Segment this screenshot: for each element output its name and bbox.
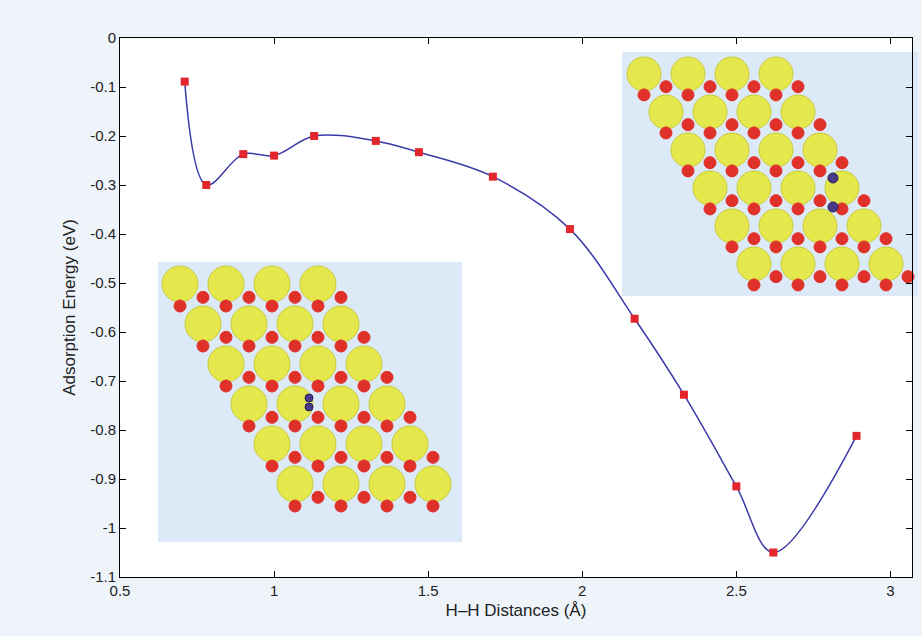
svg-text:-1.1: -1.1 — [90, 568, 116, 585]
svg-text:0: 0 — [108, 29, 116, 46]
svg-text:3: 3 — [886, 582, 894, 599]
svg-text:2.5: 2.5 — [726, 582, 747, 599]
svg-text:-0.3: -0.3 — [90, 176, 116, 193]
svg-text:Adsorption Energy (eV): Adsorption Energy (eV) — [60, 219, 79, 396]
svg-text:-0.4: -0.4 — [90, 225, 116, 242]
svg-text:-1: -1 — [103, 519, 116, 536]
svg-text:-0.9: -0.9 — [90, 470, 116, 487]
svg-text:0.5: 0.5 — [110, 582, 131, 599]
svg-text:1.5: 1.5 — [418, 582, 439, 599]
svg-text:1: 1 — [270, 582, 278, 599]
svg-text:-0.8: -0.8 — [90, 421, 116, 438]
svg-text:-0.5: -0.5 — [90, 274, 116, 291]
svg-text:2: 2 — [578, 582, 586, 599]
svg-text:H–H Distances (Å): H–H Distances (Å) — [446, 601, 587, 620]
svg-text:-0.7: -0.7 — [90, 372, 116, 389]
svg-text:-0.2: -0.2 — [90, 127, 116, 144]
svg-text:-0.1: -0.1 — [90, 78, 116, 95]
svg-text:-0.6: -0.6 — [90, 323, 116, 340]
